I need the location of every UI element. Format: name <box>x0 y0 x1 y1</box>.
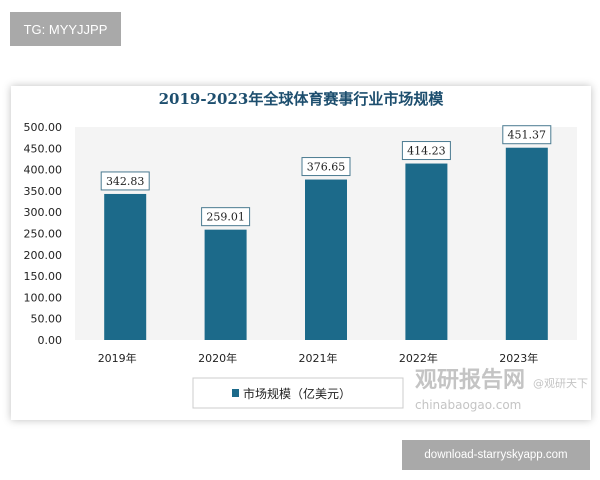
watermark-site: chinabaogao.com <box>415 398 522 412</box>
y-tick-label: 200.00 <box>24 249 63 262</box>
y-tick-label: 300.00 <box>24 206 63 219</box>
y-tick-label: 500.00 <box>24 121 63 134</box>
data-label: 414.23 <box>407 145 446 158</box>
y-tick-label: 0.00 <box>38 334 63 347</box>
bar-chart: 2019-2023年全球体育赛事行业市场规模 0.00 50.00 100.00 150… <box>24 90 577 409</box>
y-tick-label: 450.00 <box>24 142 63 155</box>
bar <box>505 147 548 340</box>
bar <box>305 179 347 340</box>
data-label: 342.83 <box>106 175 145 188</box>
x-tick-label: 2023年 <box>499 351 538 365</box>
y-tick-label: 100.00 <box>24 291 63 304</box>
x-tick-label: 2020年 <box>198 351 237 365</box>
data-label-box <box>502 125 552 145</box>
y-tick-label: 250.00 <box>24 228 63 241</box>
y-tick-label: 150.00 <box>24 270 63 283</box>
data-label: 376.65 <box>307 161 346 174</box>
data-label: 451.37 <box>508 129 547 142</box>
legend-label: 市场规模（亿美元） <box>243 386 351 401</box>
data-label-box <box>100 171 150 191</box>
watermark-handle: @观研天下 <box>533 377 588 390</box>
bar <box>104 193 147 340</box>
x-tick-label: 2021年 <box>299 351 338 365</box>
data-label-box <box>401 141 451 161</box>
chart-card: 2019-2023年全球体育赛事行业市场规模 0.00 50.00 100.00 150… <box>11 86 591 420</box>
bar <box>405 163 448 340</box>
watermark-logo: 观研报告网 <box>415 368 526 393</box>
x-tick-label: 2019年 <box>98 351 137 365</box>
y-tick-label: 50.00 <box>31 313 63 326</box>
y-tick-label: 400.00 <box>24 164 63 177</box>
bar <box>204 229 247 340</box>
download-badge: download-starryskyapp.com <box>402 440 590 470</box>
data-label: 259.01 <box>206 211 245 224</box>
tg-badge: TG: MYYJJPP <box>10 12 121 46</box>
legend-swatch <box>232 389 239 397</box>
data-label-box <box>201 207 251 227</box>
legend-box <box>192 377 404 409</box>
x-tick-label: 2022年 <box>399 351 438 365</box>
chart-title: 2019-2023年全球体育赛事行业市场规模 <box>159 90 445 108</box>
data-label-box <box>301 157 351 177</box>
y-tick-label: 350.00 <box>24 185 63 198</box>
